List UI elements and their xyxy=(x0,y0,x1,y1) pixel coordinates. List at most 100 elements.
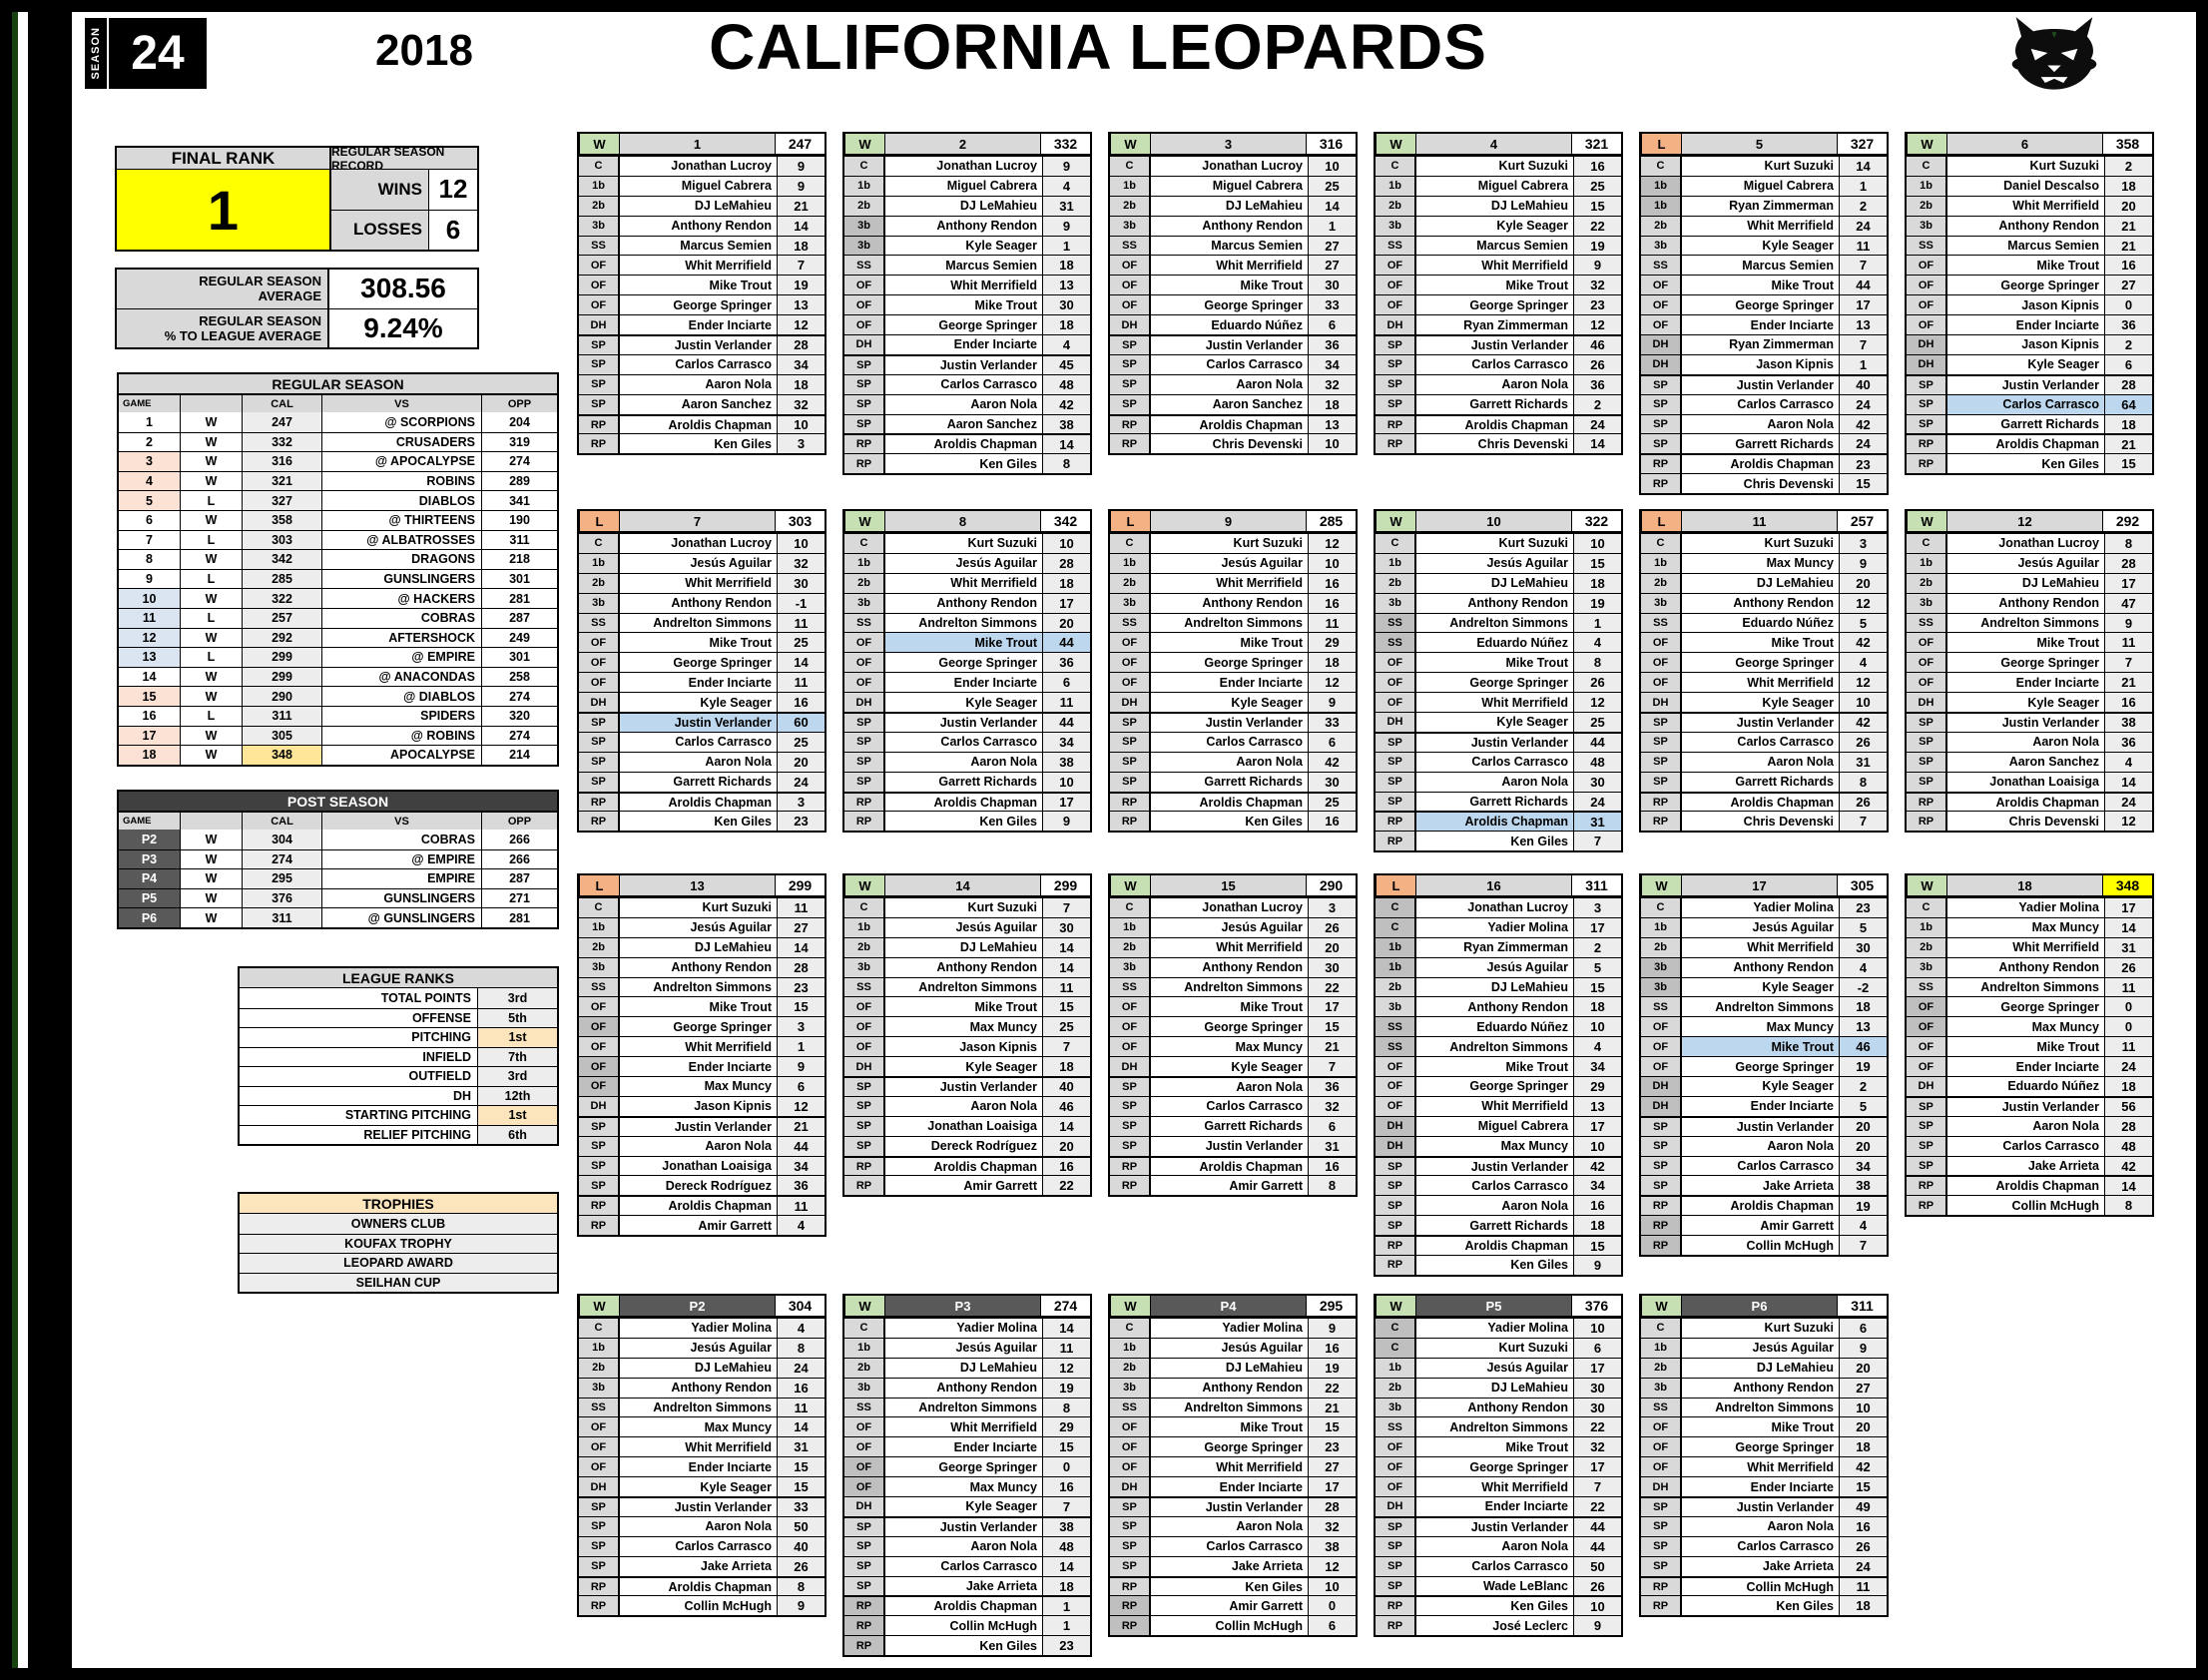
position-cell[interactable]: 2b xyxy=(1110,573,1150,593)
player-name-cell[interactable]: Ender Inciarte xyxy=(884,673,1042,693)
player-name-cell[interactable]: Max Muncy xyxy=(884,1477,1042,1497)
col-opp[interactable]: OPP xyxy=(481,813,557,830)
position-cell[interactable]: OF xyxy=(1110,295,1150,315)
player-name-cell[interactable]: Jonathan Loaisiga xyxy=(884,1116,1042,1136)
player-points-cell[interactable]: 22 xyxy=(1308,977,1356,997)
game-result-cell[interactable]: L xyxy=(1376,875,1415,895)
player-points-cell[interactable]: 7 xyxy=(1573,832,1621,851)
player-name-cell[interactable]: Kyle Seager xyxy=(619,1477,777,1497)
position-cell[interactable]: DH xyxy=(579,315,619,335)
player-name-cell[interactable]: Kurt Suzuki xyxy=(619,898,777,917)
player-points-cell[interactable]: 50 xyxy=(777,1516,825,1536)
position-cell[interactable]: SP xyxy=(1641,1136,1681,1156)
game-number-cell[interactable]: 3 xyxy=(119,452,180,471)
position-cell[interactable]: SS xyxy=(844,256,884,276)
opp-score-cell[interactable]: 301 xyxy=(481,648,557,667)
player-points-cell[interactable]: 8 xyxy=(2104,1196,2152,1216)
player-points-cell[interactable]: 6 xyxy=(1042,673,1090,693)
rank-value-cell[interactable]: 1st xyxy=(477,1106,557,1125)
col-opp[interactable]: OPP xyxy=(481,395,557,412)
player-points-cell[interactable]: 25 xyxy=(1573,176,1621,196)
position-cell[interactable]: 3b xyxy=(1907,593,1946,613)
opponent-cell[interactable]: @ EMPIRE xyxy=(321,648,481,667)
position-cell[interactable]: SP xyxy=(1907,714,1946,732)
player-name-cell[interactable]: Marcus Semien xyxy=(1681,256,1839,276)
position-cell[interactable]: 1b xyxy=(1376,957,1415,977)
position-cell[interactable]: C xyxy=(1641,157,1681,176)
player-name-cell[interactable]: Aaron Nola xyxy=(884,1096,1042,1116)
position-cell[interactable]: SP xyxy=(844,1536,884,1556)
player-points-cell[interactable]: 6 xyxy=(1308,732,1356,752)
position-cell[interactable]: RP xyxy=(579,1216,619,1236)
player-points-cell[interactable]: 8 xyxy=(1042,1398,1090,1417)
player-name-cell[interactable]: Jesús Aguilar xyxy=(1681,1338,1839,1358)
position-cell[interactable]: OF xyxy=(579,1037,619,1057)
player-points-cell[interactable]: 4 xyxy=(1042,335,1090,354)
player-name-cell[interactable]: DJ LeMahieu xyxy=(1681,1358,1839,1378)
player-points-cell[interactable]: 21 xyxy=(2104,236,2152,256)
player-name-cell[interactable]: Kyle Seager xyxy=(884,693,1042,713)
position-cell[interactable]: OF xyxy=(579,1437,619,1457)
position-cell[interactable]: OF xyxy=(579,256,619,276)
player-points-cell[interactable]: 13 xyxy=(1839,315,1887,335)
player-points-cell[interactable]: 49 xyxy=(1839,1498,1887,1516)
player-name-cell[interactable]: Amir Garrett xyxy=(884,1176,1042,1196)
player-points-cell[interactable]: 34 xyxy=(777,1156,825,1176)
team-score-cell[interactable]: 342 xyxy=(1040,511,1090,531)
position-cell[interactable]: DH xyxy=(1110,693,1150,713)
opp-score-cell[interactable]: 301 xyxy=(481,569,557,589)
position-cell[interactable]: SP xyxy=(1376,792,1415,812)
player-points-cell[interactable]: 16 xyxy=(1308,593,1356,613)
player-points-cell[interactable]: 38 xyxy=(1839,1176,1887,1196)
game-result-cell[interactable]: W xyxy=(1110,875,1150,895)
player-name-cell[interactable]: Ender Inciarte xyxy=(884,335,1042,354)
player-name-cell[interactable]: Andrelton Simmons xyxy=(1415,1037,1573,1057)
game-result-cell[interactable]: W xyxy=(1907,511,1946,531)
position-cell[interactable]: SP xyxy=(1376,1216,1415,1236)
position-cell[interactable]: SS xyxy=(1907,977,1946,997)
player-points-cell[interactable]: 38 xyxy=(1042,752,1090,772)
position-cell[interactable]: OF xyxy=(1376,276,1415,295)
game-number-cell[interactable]: 9 xyxy=(1150,511,1306,531)
position-cell[interactable]: OF xyxy=(579,1057,619,1077)
opp-score-cell[interactable]: 311 xyxy=(481,530,557,550)
position-cell[interactable]: DH xyxy=(1907,335,1946,354)
position-cell[interactable]: RP xyxy=(1641,1596,1681,1616)
player-name-cell[interactable]: Mike Trout xyxy=(1946,256,2104,276)
player-points-cell[interactable]: 32 xyxy=(777,553,825,573)
game-result-cell[interactable]: L xyxy=(579,511,619,531)
player-points-cell[interactable]: 9 xyxy=(1308,693,1356,713)
player-name-cell[interactable]: Ken Giles xyxy=(1681,1596,1839,1616)
position-cell[interactable]: RP xyxy=(1110,415,1150,434)
player-points-cell[interactable]: 32 xyxy=(1573,276,1621,295)
game-result-cell[interactable]: W xyxy=(1110,1296,1150,1316)
player-name-cell[interactable]: Aroldis Chapman xyxy=(619,415,777,434)
team-score-cell[interactable]: 321 xyxy=(1571,134,1621,154)
position-cell[interactable]: RP xyxy=(579,793,619,812)
player-points-cell[interactable]: 14 xyxy=(2104,1177,2152,1196)
game-number-cell[interactable]: 8 xyxy=(146,552,153,567)
player-points-cell[interactable]: 14 xyxy=(1839,157,1887,176)
game-result-cell[interactable]: W xyxy=(1376,134,1415,154)
col-cal[interactable]: CAL xyxy=(242,395,321,412)
player-points-cell[interactable]: 12 xyxy=(777,315,825,335)
col-game[interactable]: GAME xyxy=(123,398,152,409)
rank-label-cell[interactable]: TOTAL POINTS xyxy=(240,988,477,1008)
player-name-cell[interactable]: Aaron Sanchez xyxy=(884,414,1042,434)
game-number-cell[interactable]: 18 xyxy=(1946,875,2102,895)
cal-score-cell[interactable]: 295 xyxy=(242,869,321,888)
position-cell[interactable]: SP xyxy=(1641,1516,1681,1536)
player-points-cell[interactable]: 6 xyxy=(1839,1319,1887,1338)
opponent-cell[interactable]: @ HACKERS xyxy=(321,589,481,608)
player-points-cell[interactable]: 44 xyxy=(1573,1536,1621,1556)
position-cell[interactable]: SS xyxy=(1376,1017,1415,1037)
position-cell[interactable]: SP xyxy=(579,336,619,354)
player-name-cell[interactable]: Aaron Nola xyxy=(1681,1516,1839,1536)
player-name-cell[interactable]: Jonathan Loaisiga xyxy=(1946,772,2104,792)
game-result-cell[interactable]: L xyxy=(1641,511,1681,531)
position-cell[interactable]: 1b xyxy=(1641,553,1681,573)
player-points-cell[interactable]: 24 xyxy=(1839,216,1887,236)
position-cell[interactable]: OF xyxy=(579,1417,619,1437)
player-name-cell[interactable]: DJ LeMahieu xyxy=(884,196,1042,216)
position-cell[interactable]: OF xyxy=(844,1037,884,1057)
